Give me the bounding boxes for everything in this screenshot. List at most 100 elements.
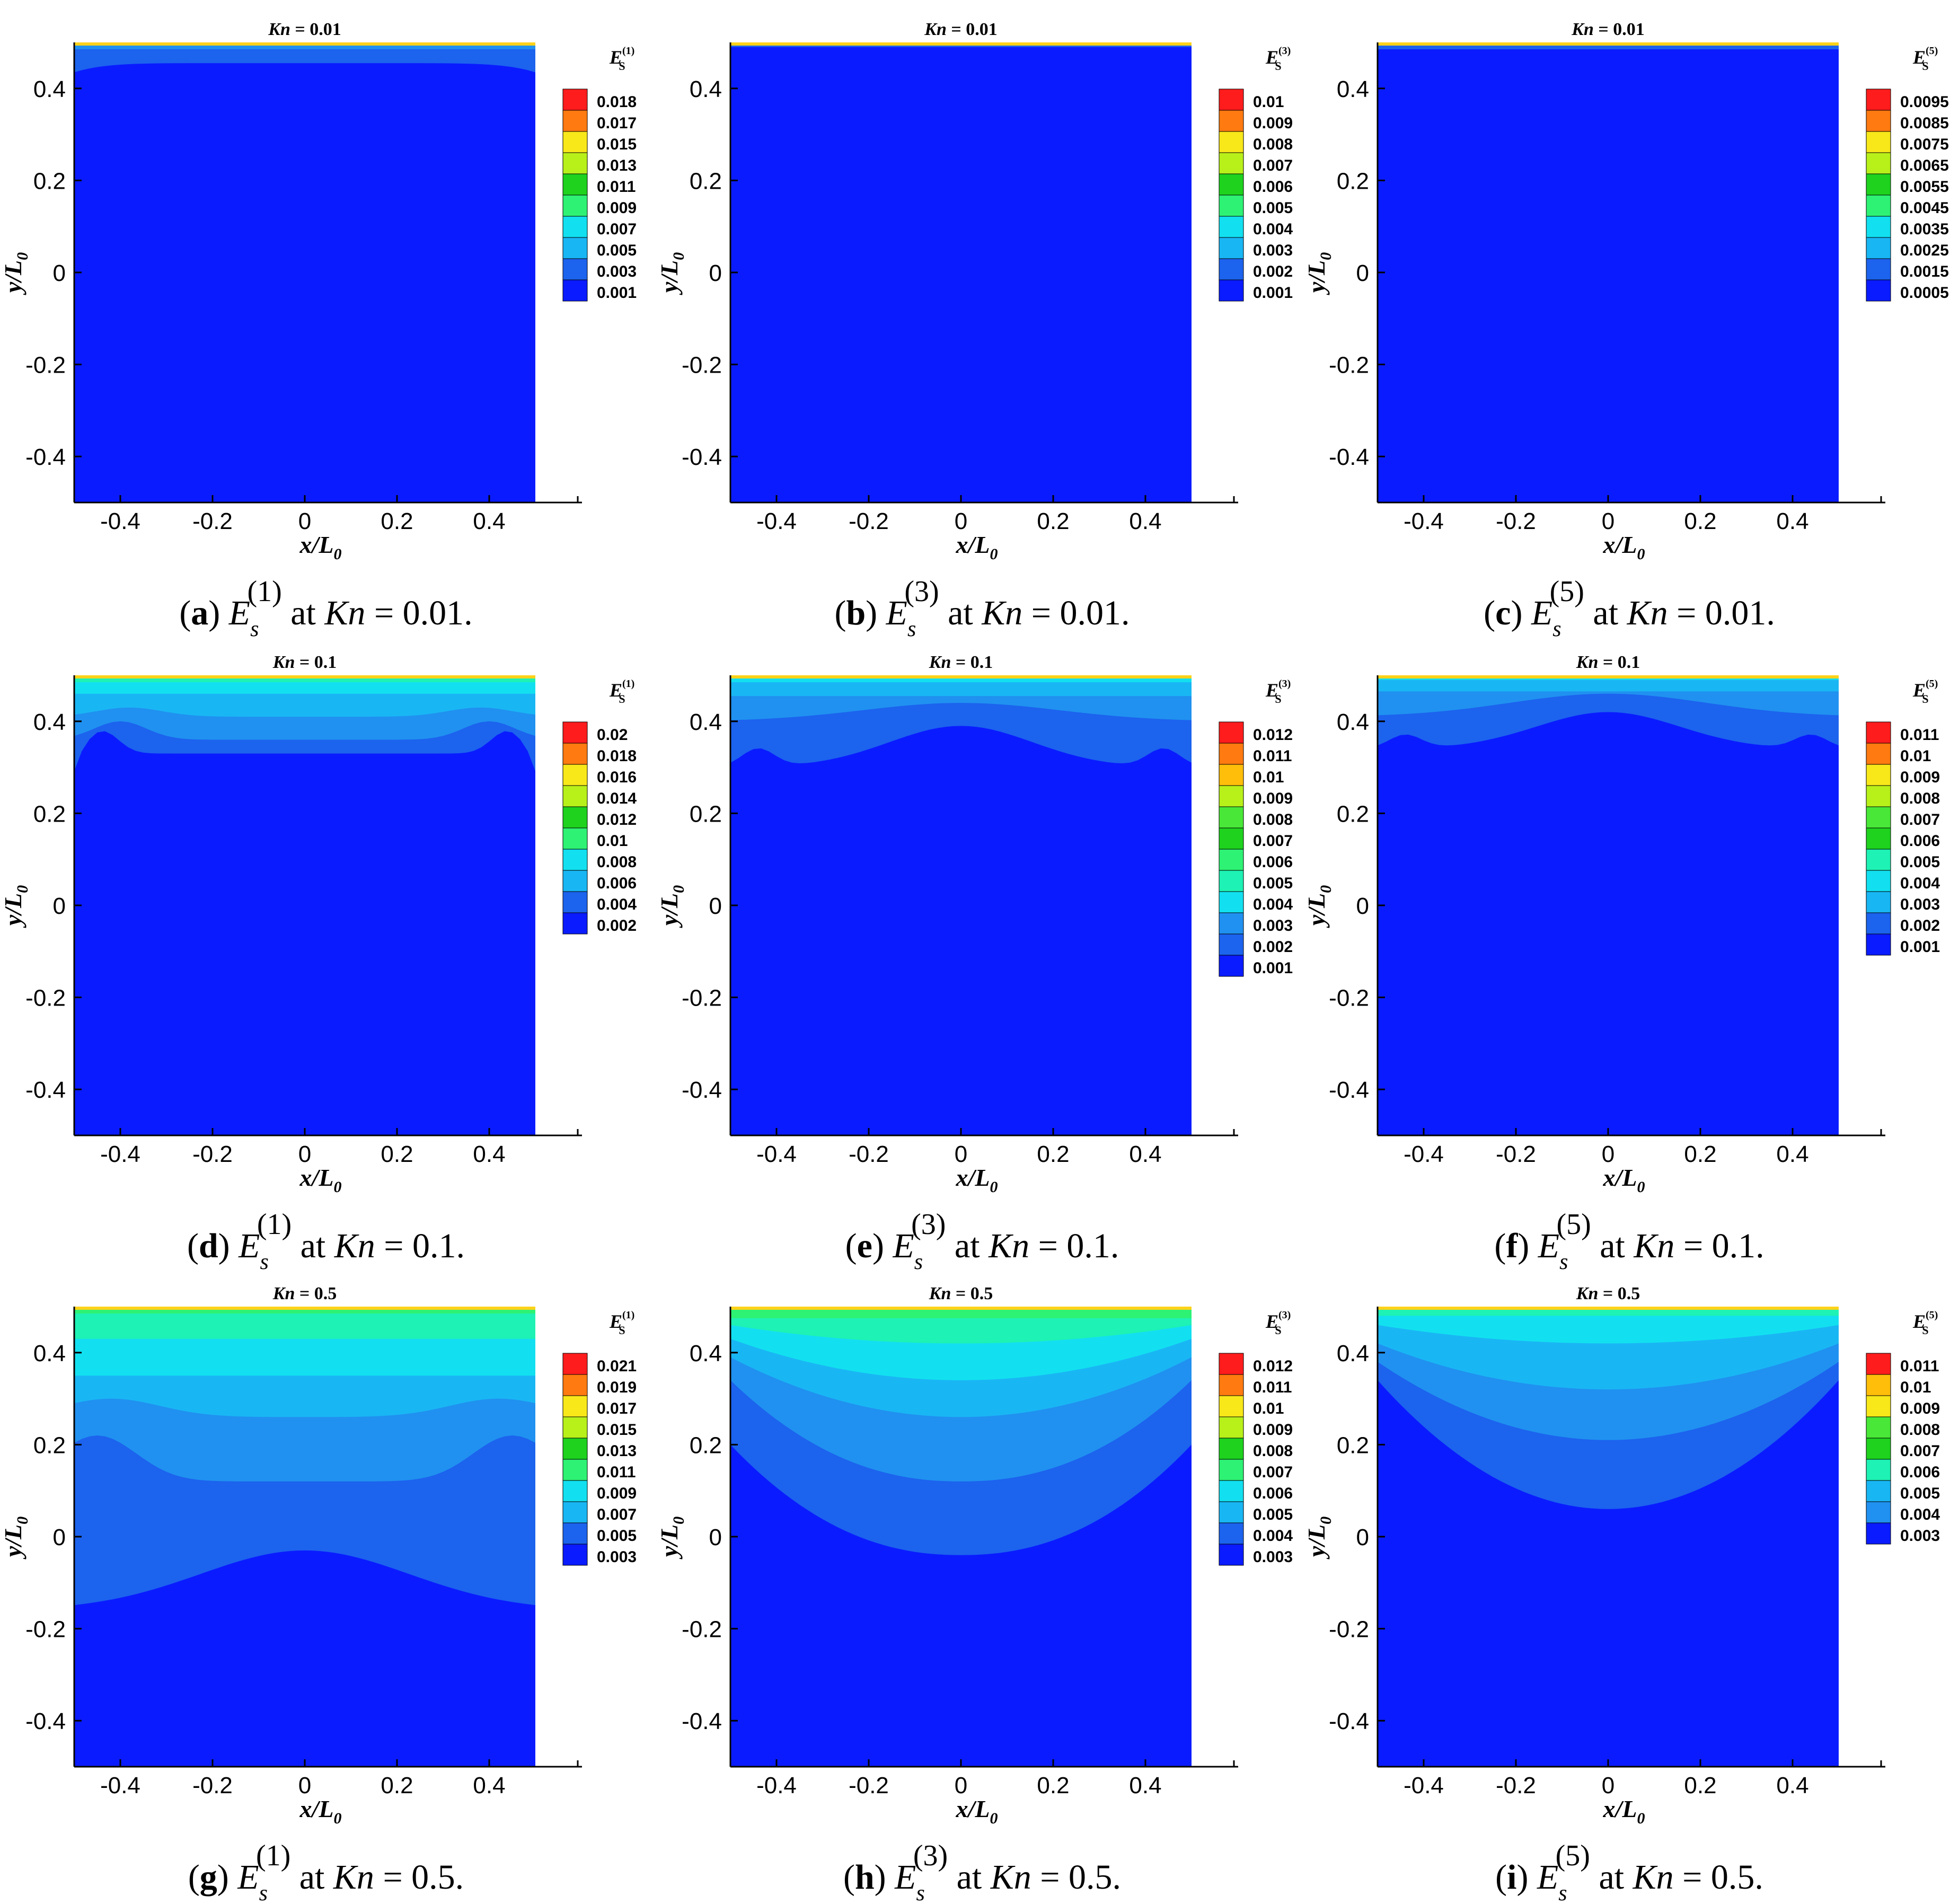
- x-tick-label: 0.4: [1776, 508, 1808, 534]
- x-tick-label: -0.4: [1404, 1773, 1444, 1799]
- x-tick-label: 0.2: [381, 1141, 413, 1167]
- panel-title: Kn = 0.5: [272, 1284, 337, 1303]
- legend-label: 0.016: [597, 769, 637, 786]
- legend-label: 0.008: [1900, 1421, 1940, 1439]
- y-tick-label: 0.2: [690, 168, 722, 194]
- legend-swatch: [1219, 1395, 1244, 1417]
- legend-label: 0.006: [597, 875, 637, 892]
- panel-caption: (f) Es(5) at Kn = 0.1.: [1494, 1208, 1764, 1274]
- x-tick-label: 0.2: [1037, 1773, 1069, 1799]
- legend-label: 0.002: [1253, 938, 1293, 956]
- x-tick-label: 0.2: [1684, 1773, 1716, 1799]
- y-tick-label: -0.2: [1329, 985, 1369, 1011]
- legend-swatch: [1219, 806, 1244, 828]
- legend-swatch: [1219, 912, 1244, 935]
- x-tick-label: 0.2: [1037, 1141, 1069, 1167]
- x-tick-label: 0.4: [473, 508, 505, 534]
- legend-label: 0.005: [597, 242, 637, 259]
- legend-label: 0.013: [597, 157, 637, 174]
- y-tick-label: 0.2: [1337, 168, 1369, 194]
- x-axis-label: x/L0: [299, 531, 342, 563]
- legend-swatch: [1219, 173, 1244, 196]
- legend-swatch: [562, 870, 588, 892]
- legend-swatch: [1219, 743, 1244, 765]
- legend-swatch: [562, 195, 588, 217]
- contour-base-region: [730, 42, 1192, 503]
- legend-swatch: [562, 1374, 588, 1396]
- legend-label: 0.011: [1253, 747, 1292, 765]
- legend-label: 0.019: [597, 1379, 637, 1396]
- legend-label: 0.001: [1900, 938, 1940, 956]
- legend-label: 0.006: [1900, 832, 1940, 850]
- legend-label: 0.009: [597, 1485, 637, 1502]
- y-tick-label: 0.4: [33, 76, 66, 102]
- legend-title: E(1) S: [609, 45, 634, 73]
- y-tick-label: -0.4: [25, 1708, 66, 1734]
- y-tick-label: -0.2: [1329, 352, 1369, 378]
- y-tick-label: -0.2: [682, 1617, 722, 1643]
- panel-caption: (c) Es(5) at Kn = 0.01.: [1484, 575, 1775, 641]
- legend-label: 0.004: [597, 896, 637, 913]
- y-tick-label: 0: [53, 1524, 66, 1550]
- legend-swatch: [1866, 1374, 1891, 1396]
- legend-title: E(5) S: [1912, 45, 1938, 73]
- legend-swatch: [1219, 891, 1244, 913]
- legend-label: 0.001: [597, 284, 637, 302]
- legend-swatch: [1219, 955, 1244, 977]
- legend-label: 0.001: [1253, 284, 1293, 302]
- legend-label: 0.015: [597, 1421, 637, 1439]
- legend-swatch: [562, 806, 588, 828]
- legend-swatch: [1219, 1480, 1244, 1502]
- legend-label: 0.011: [1900, 1358, 1939, 1375]
- y-tick-label: 0: [709, 260, 722, 286]
- legend-swatch: [1219, 1522, 1244, 1545]
- x-tick-label: 0.2: [381, 1773, 413, 1799]
- legend-label: 0.001: [1253, 959, 1293, 977]
- legend-label: 0.011: [1900, 726, 1939, 744]
- x-tick-label: 0: [298, 508, 311, 534]
- panel-caption: (d) Es(1) at Kn = 0.1.: [187, 1208, 465, 1274]
- legend-label: 0.012: [1253, 726, 1293, 744]
- panel-title: Kn = 0.01: [1571, 20, 1644, 39]
- legend-label: 0.009: [1253, 1421, 1293, 1439]
- wall-strip: [74, 675, 535, 678]
- legend-label: 0.005: [1253, 199, 1293, 217]
- x-tick-label: 0: [1602, 1773, 1614, 1799]
- legend-label: 0.017: [597, 114, 637, 132]
- legend-swatch: [562, 131, 588, 153]
- x-tick-label: 0.2: [381, 508, 413, 534]
- panel-title: Kn = 0.01: [268, 20, 341, 39]
- panel-title: Kn = 0.1: [1576, 653, 1640, 672]
- legend-swatch: [562, 891, 588, 913]
- legend-swatch: [1219, 1501, 1244, 1523]
- legend-swatch: [1219, 258, 1244, 280]
- legend-label: 0.005: [1900, 1485, 1940, 1502]
- legend-swatch: [562, 912, 588, 935]
- y-axis-label: y/L0: [1303, 252, 1335, 295]
- legend-label: 0.003: [1253, 917, 1293, 935]
- legend-swatch: [1866, 1522, 1891, 1545]
- legend-title: E(3) S: [1265, 1309, 1291, 1337]
- legend-swatch: [1866, 237, 1891, 259]
- x-tick-label: 0.4: [1129, 1141, 1161, 1167]
- panel-b: Kn = 0.01 -0.4 -0.4 -0.2 -0.2 0 0 0.2 0.2 0.4 0.4 x…: [656, 20, 1293, 641]
- legend-swatch: [562, 721, 588, 744]
- x-tick-label: 0.4: [473, 1141, 505, 1167]
- y-tick-label: -0.4: [1329, 1077, 1369, 1103]
- x-tick-label: -0.2: [192, 1773, 233, 1799]
- y-tick-label: -0.2: [25, 985, 66, 1011]
- legend-title: E(1) S: [609, 678, 634, 706]
- legend-title: E(3) S: [1265, 678, 1291, 706]
- legend-swatch: [562, 173, 588, 196]
- legend-label: 0.009: [1900, 1400, 1940, 1417]
- legend-label: 0.02: [597, 726, 628, 744]
- y-axis-label: y/L0: [656, 885, 687, 928]
- y-tick-label: 0.2: [690, 801, 722, 827]
- y-axis-label: y/L0: [0, 885, 31, 928]
- legend-title: E(3) S: [1265, 45, 1291, 73]
- panel-a: Kn = 0.01 -0.4 -0.4 -0.2 -0.2 0 0 0.2 0.2 0.4 0.4 x…: [0, 20, 637, 641]
- y-tick-label: -0.4: [25, 444, 66, 470]
- y-tick-label: -0.2: [25, 1617, 66, 1643]
- legend-swatch: [1219, 110, 1244, 132]
- x-tick-label: 0: [1602, 1141, 1614, 1167]
